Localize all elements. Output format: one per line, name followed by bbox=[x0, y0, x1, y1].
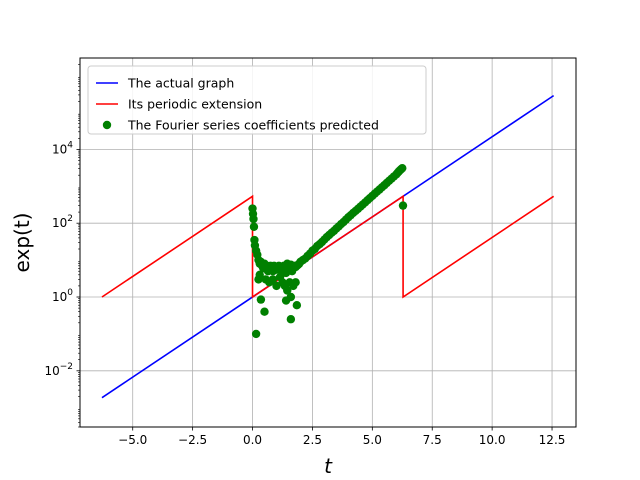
scatter-point bbox=[268, 275, 278, 284]
y-tick-label: 104 bbox=[52, 140, 73, 156]
scatter-point bbox=[260, 307, 269, 316]
x-axis-ticks: −5.0 −2.5 0.0 2.5 5.0 7.5 10.0 12.5 bbox=[118, 427, 565, 447]
scatter-point bbox=[286, 315, 296, 324]
y-tick-label: 100 bbox=[52, 288, 73, 304]
scatter-point bbox=[249, 214, 258, 224]
legend-label: Its periodic extension bbox=[128, 97, 262, 112]
x-tick-label: −2.5 bbox=[178, 433, 207, 447]
x-tick-label: 0.0 bbox=[243, 433, 262, 447]
scatter-point bbox=[292, 300, 302, 310]
series-line-2 bbox=[101, 194, 555, 299]
x-tick-label: 2.5 bbox=[303, 433, 322, 447]
legend-box bbox=[87, 65, 427, 135]
series-layer bbox=[101, 94, 555, 399]
x-tick-label: −5.0 bbox=[118, 433, 147, 447]
scatter-point bbox=[398, 163, 407, 173]
scatter-point bbox=[283, 286, 292, 295]
scatter-point bbox=[398, 201, 408, 210]
scatter-point bbox=[291, 278, 300, 287]
scatter-point bbox=[256, 295, 266, 304]
x-axis-label: t bbox=[324, 454, 333, 478]
x-tick-label: 10.0 bbox=[479, 433, 506, 447]
y-tick-label: 102 bbox=[52, 214, 73, 230]
legend-swatch-marker bbox=[102, 120, 112, 130]
scatter-point bbox=[254, 275, 263, 284]
legend: The actual graph Its periodic extension Th… bbox=[87, 65, 427, 135]
x-tick-label: 5.0 bbox=[363, 433, 382, 447]
legend-label: The Fourier series coefficients predicte… bbox=[127, 118, 379, 133]
y-axis-label: exp(t) bbox=[10, 213, 34, 273]
y-tick-label: 10−2 bbox=[44, 362, 73, 378]
x-tick-label: 12.5 bbox=[539, 433, 566, 447]
legend-label: The actual graph bbox=[127, 76, 234, 91]
y-axis-ticks: 10−2 100 102 104 bbox=[44, 64, 80, 428]
scatter-point bbox=[251, 329, 261, 339]
scatter-point bbox=[249, 222, 259, 231]
x-tick-label: 7.5 bbox=[423, 433, 442, 447]
scatter-point bbox=[281, 296, 291, 305]
